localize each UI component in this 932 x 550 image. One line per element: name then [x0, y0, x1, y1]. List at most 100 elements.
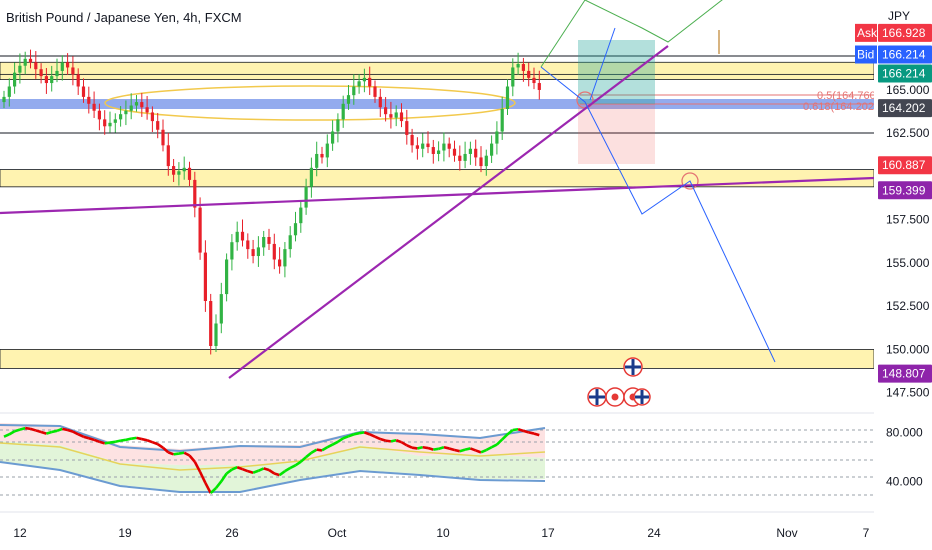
- indicator-segment: [390, 438, 397, 443]
- indicator-segment: [109, 440, 116, 444]
- candle-body: [452, 148, 457, 156]
- indicator-segment: [198, 471, 207, 484]
- indicator-segment: [459, 448, 466, 453]
- time-tick-label: 24: [647, 526, 661, 540]
- candle-body: [177, 171, 181, 175]
- time-axis[interactable]: 12 19 26 Oct 10 17 24 Nov 7: [0, 511, 932, 540]
- indicator-segment: [485, 446, 493, 452]
- candle-body: [336, 119, 340, 132]
- candle-body: [293, 223, 298, 236]
- level-2-tag-bg: [878, 156, 932, 175]
- indicator-segment: [93, 438, 100, 444]
- indicator-segment: [67, 428, 74, 433]
- candle-body: [373, 86, 377, 97]
- candle-body: [283, 249, 287, 267]
- candle-body: [399, 112, 404, 122]
- level-1-tag: 164.202: [882, 101, 926, 115]
- indicator-segment: [225, 468, 233, 475]
- indicator-segment: [495, 438, 504, 446]
- candle-body: [431, 147, 435, 154]
- indicator-segment: [220, 472, 228, 483]
- candle-body: [325, 143, 329, 158]
- event-markers: [587, 357, 651, 407]
- candle-body: [225, 259, 229, 295]
- ask-tag-bg: [878, 23, 932, 42]
- candle-body: [362, 77, 366, 82]
- indicator-segment: [77, 433, 85, 438]
- time-tick-label: 12: [13, 526, 27, 540]
- candle-body: [246, 240, 250, 250]
- indicator-segment: [151, 440, 159, 446]
- candle-body: [34, 62, 38, 70]
- zone-4: [0, 349, 875, 369]
- indicator-segment: [162, 446, 170, 454]
- bid-tag-label-bg: [855, 45, 877, 64]
- candle-body: [60, 62, 64, 71]
- indicator-band-lower: [0, 441, 545, 491]
- candle-body: [44, 76, 48, 84]
- candle-body: [235, 231, 239, 243]
- zone-2: [0, 73, 875, 80]
- price-axis-bg: [874, 0, 932, 550]
- candle-body: [389, 114, 393, 118]
- indicator-segment: [501, 433, 509, 441]
- indicator-segment: [188, 454, 196, 463]
- indicator-segment: [294, 460, 302, 467]
- indicator-segment: [533, 432, 540, 437]
- candle-body: [39, 69, 43, 77]
- indicator-segment: [358, 431, 365, 435]
- candle-body: [129, 105, 133, 111]
- indicator-segment: [72, 430, 79, 436]
- indicator-segment: [263, 467, 270, 472]
- price-tick-label: 155.000: [886, 256, 930, 270]
- candle-body: [262, 237, 266, 248]
- price-tick-label: 152.500: [886, 299, 930, 313]
- level-4-tag-bg: [878, 364, 932, 383]
- price-axis[interactable]: JPY 165.000 162.500 157.500 155.000 152.500 15…: [855, 0, 932, 550]
- indicator-segment: [178, 451, 185, 455]
- indicator-segment: [337, 437, 344, 443]
- indicator-segment: [299, 456, 307, 463]
- candle-body: [458, 155, 462, 161]
- candle-body: [182, 167, 186, 172]
- indicator-segment: [214, 480, 223, 489]
- indicator-segment: [512, 427, 519, 432]
- candle-body: [299, 207, 303, 224]
- indicator-segment: [83, 435, 90, 440]
- time-tick-label: 19: [118, 526, 132, 540]
- profit-target-box: [578, 40, 655, 104]
- price-pane[interactable]: [0, 0, 874, 410]
- candle-body: [108, 122, 112, 127]
- indicator-segment: [3, 433, 10, 438]
- indicator-segment: [193, 461, 202, 473]
- candle-body: [495, 131, 499, 144]
- candle-body: [394, 112, 398, 118]
- candle-body: [537, 83, 541, 90]
- candle-body: [320, 153, 324, 158]
- indicator-segment: [523, 429, 530, 434]
- candle-body: [368, 77, 372, 87]
- candle-body: [66, 62, 70, 68]
- indicator-tick-label: 80.000: [886, 426, 923, 440]
- candle-body: [145, 107, 149, 113]
- candle-body: [97, 110, 101, 120]
- trendline-flat: [0, 176, 875, 215]
- indicator-pane[interactable]: [0, 412, 932, 496]
- indicator-segment: [242, 467, 249, 473]
- candle-body: [187, 167, 192, 180]
- level-1-tag-bg: [878, 99, 932, 118]
- indicator-segment: [30, 427, 37, 432]
- time-tick-label: Nov: [776, 526, 797, 540]
- indicator-segment: [35, 429, 42, 434]
- indicator-segment: [305, 451, 313, 459]
- indicator-segment: [406, 444, 413, 449]
- candle-body: [113, 119, 117, 123]
- indicator-segment: [517, 428, 524, 433]
- indicator-segment: [310, 448, 318, 454]
- time-tick-label: Oct: [328, 526, 347, 540]
- candle-body: [81, 86, 86, 97]
- candle-body: [272, 243, 276, 260]
- indicator-segment: [395, 439, 402, 444]
- indicator-segment: [411, 446, 418, 450]
